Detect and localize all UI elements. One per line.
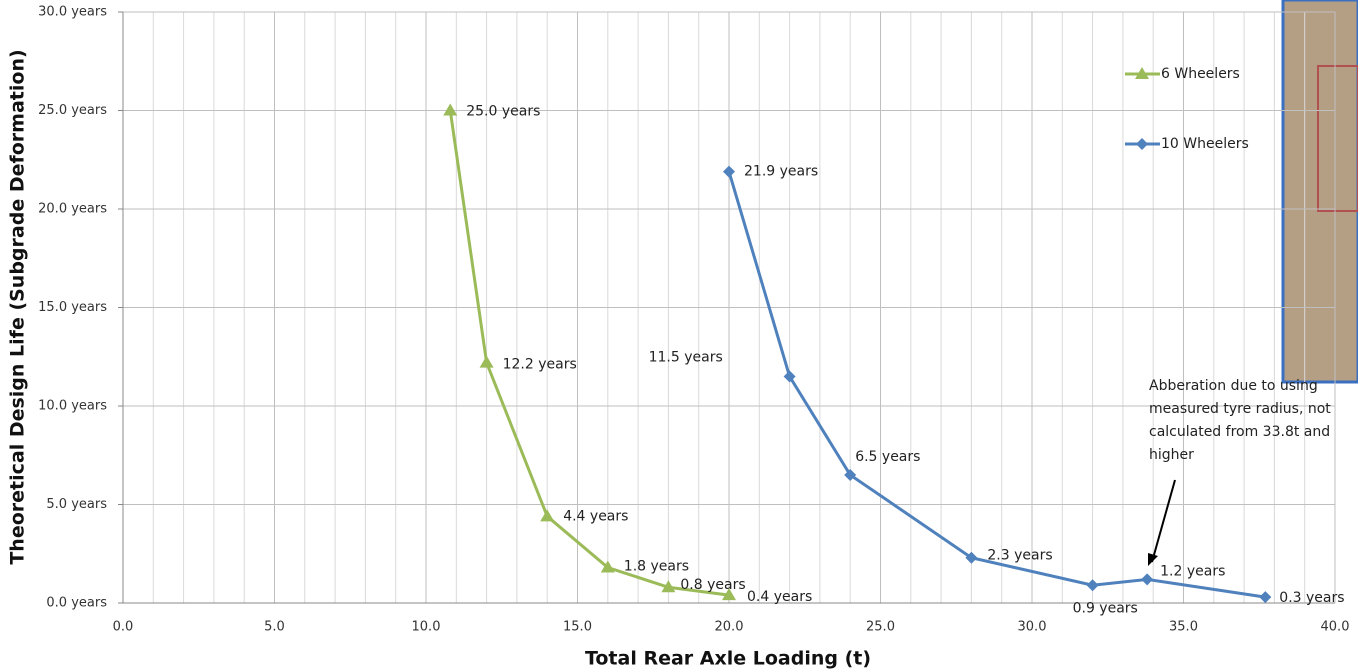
legend-marker — [1135, 67, 1149, 79]
point — [661, 580, 676, 593]
annotation: calculated from 33.8t and — [1149, 424, 1330, 440]
data-label: 12.2 years — [503, 357, 577, 373]
point — [1259, 591, 1272, 604]
data-label: 6.5 years — [855, 449, 920, 465]
annotation-arrow — [1151, 479, 1176, 563]
y-tick-label: 10.0 years — [38, 399, 107, 414]
legend-label: 6 Wheelers — [1161, 66, 1240, 82]
data-label: 25.0 years — [466, 104, 540, 120]
point — [844, 468, 857, 481]
point — [600, 560, 615, 573]
photo-inset — [1281, 0, 1358, 384]
data-label: 0.8 years — [680, 577, 745, 593]
point — [783, 370, 796, 383]
data-label: 0.4 years — [747, 589, 812, 605]
data-label: 1.2 years — [1160, 563, 1225, 579]
data-label: 1.8 years — [624, 559, 689, 575]
annotation: Abberation due to using — [1149, 378, 1318, 394]
x-tick-label: 40.0 — [1321, 620, 1350, 635]
y-axis-title: Theoretical Design Life (Subgrade Deform… — [7, 49, 29, 564]
y-tick-label: 30.0 years — [38, 5, 107, 20]
x-tick-label: 15.0 — [563, 620, 592, 635]
x-tick-label: 0.0 — [113, 620, 134, 635]
point — [1141, 573, 1154, 586]
x-tick-label: 10.0 — [412, 620, 441, 635]
x-tick-label: 30.0 — [1018, 620, 1047, 635]
y-tick-label: 5.0 years — [46, 497, 107, 512]
series-line — [448, 110, 730, 597]
annotation: measured tyre radius, not — [1149, 401, 1331, 417]
data-label: 11.5 years — [649, 349, 723, 365]
x-tick-label: 5.0 — [264, 620, 285, 635]
photo-detail — [1317, 65, 1358, 212]
point — [965, 551, 978, 564]
arrow-head — [1148, 553, 1158, 566]
data-label: 21.9 years — [744, 164, 818, 180]
data-label: 0.9 years — [1073, 600, 1138, 616]
data-label: 4.4 years — [563, 508, 628, 524]
annotation: higher — [1149, 447, 1194, 463]
legend-marker — [1136, 138, 1148, 150]
y-tick-label: 20.0 years — [38, 202, 107, 217]
point — [722, 588, 736, 601]
point — [443, 103, 458, 116]
point — [723, 165, 735, 178]
x-tick-label: 35.0 — [1169, 620, 1198, 635]
data-label: 2.3 years — [987, 548, 1052, 564]
y-tick-label: 25.0 years — [38, 103, 107, 118]
x-tick-label: 25.0 — [866, 620, 895, 635]
legend-label: 10 Wheelers — [1161, 136, 1249, 152]
y-tick-label: 0.0 years — [46, 596, 107, 611]
point — [479, 355, 494, 368]
point — [540, 509, 555, 522]
x-axis-title: Total Rear Axle Loading (t) — [585, 648, 871, 670]
y-tick-label: 15.0 years — [38, 300, 107, 315]
x-tick-label: 20.0 — [715, 620, 744, 635]
point — [1086, 579, 1099, 592]
data-label: 0.3 years — [1279, 590, 1344, 606]
